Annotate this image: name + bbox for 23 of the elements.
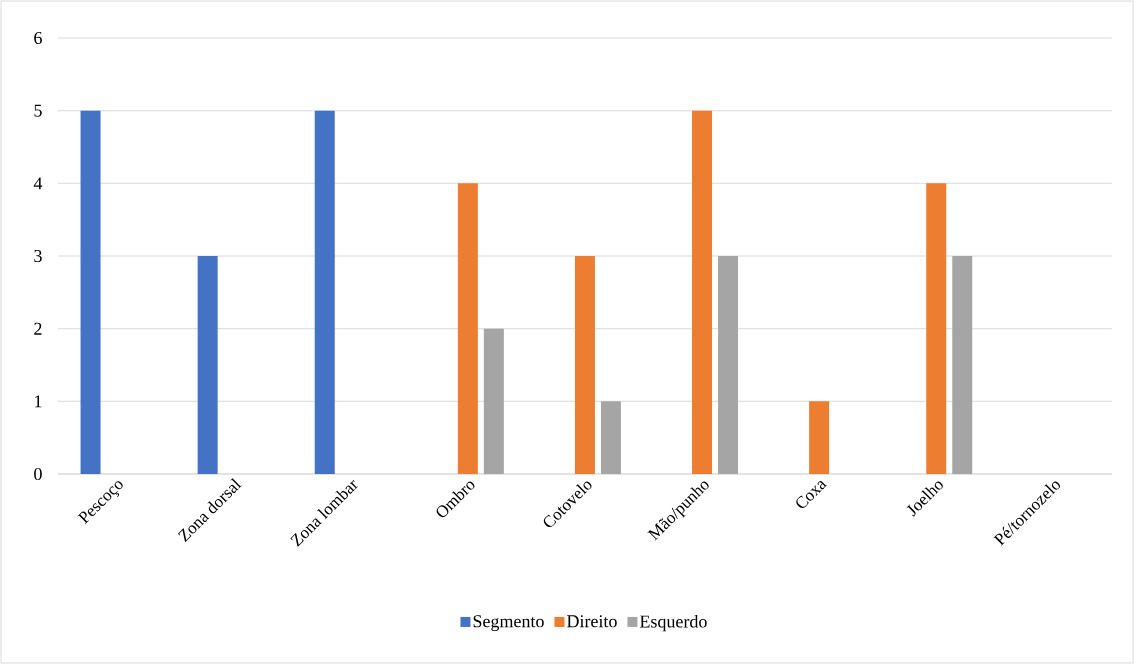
y-tick-label: 3: [34, 249, 42, 263]
y-tick-label: 4: [33, 177, 43, 190]
y-tick-label: 0: [34, 467, 42, 481]
bar: [80, 110, 101, 474]
y-tick-label: 6: [34, 31, 42, 45]
legend-label: Segmento: [473, 615, 544, 632]
bar: [314, 110, 335, 474]
bar: [718, 256, 739, 474]
bar: [483, 328, 504, 474]
bar: [926, 183, 947, 474]
legend-label: Direito: [566, 615, 617, 628]
x-tick-label: Coxa: [796, 481, 827, 508]
y-tick-label: 1: [35, 395, 42, 408]
bar: [809, 401, 830, 474]
bar: [197, 256, 218, 474]
bar: [457, 183, 478, 474]
y-tick-label: 2: [34, 322, 42, 335]
bar: [952, 256, 973, 474]
y-tick-label: 5: [34, 104, 42, 117]
legend-label: Esquerdo: [639, 614, 707, 632]
bar: [692, 110, 713, 474]
bar: [574, 256, 595, 474]
bar: [600, 401, 621, 474]
